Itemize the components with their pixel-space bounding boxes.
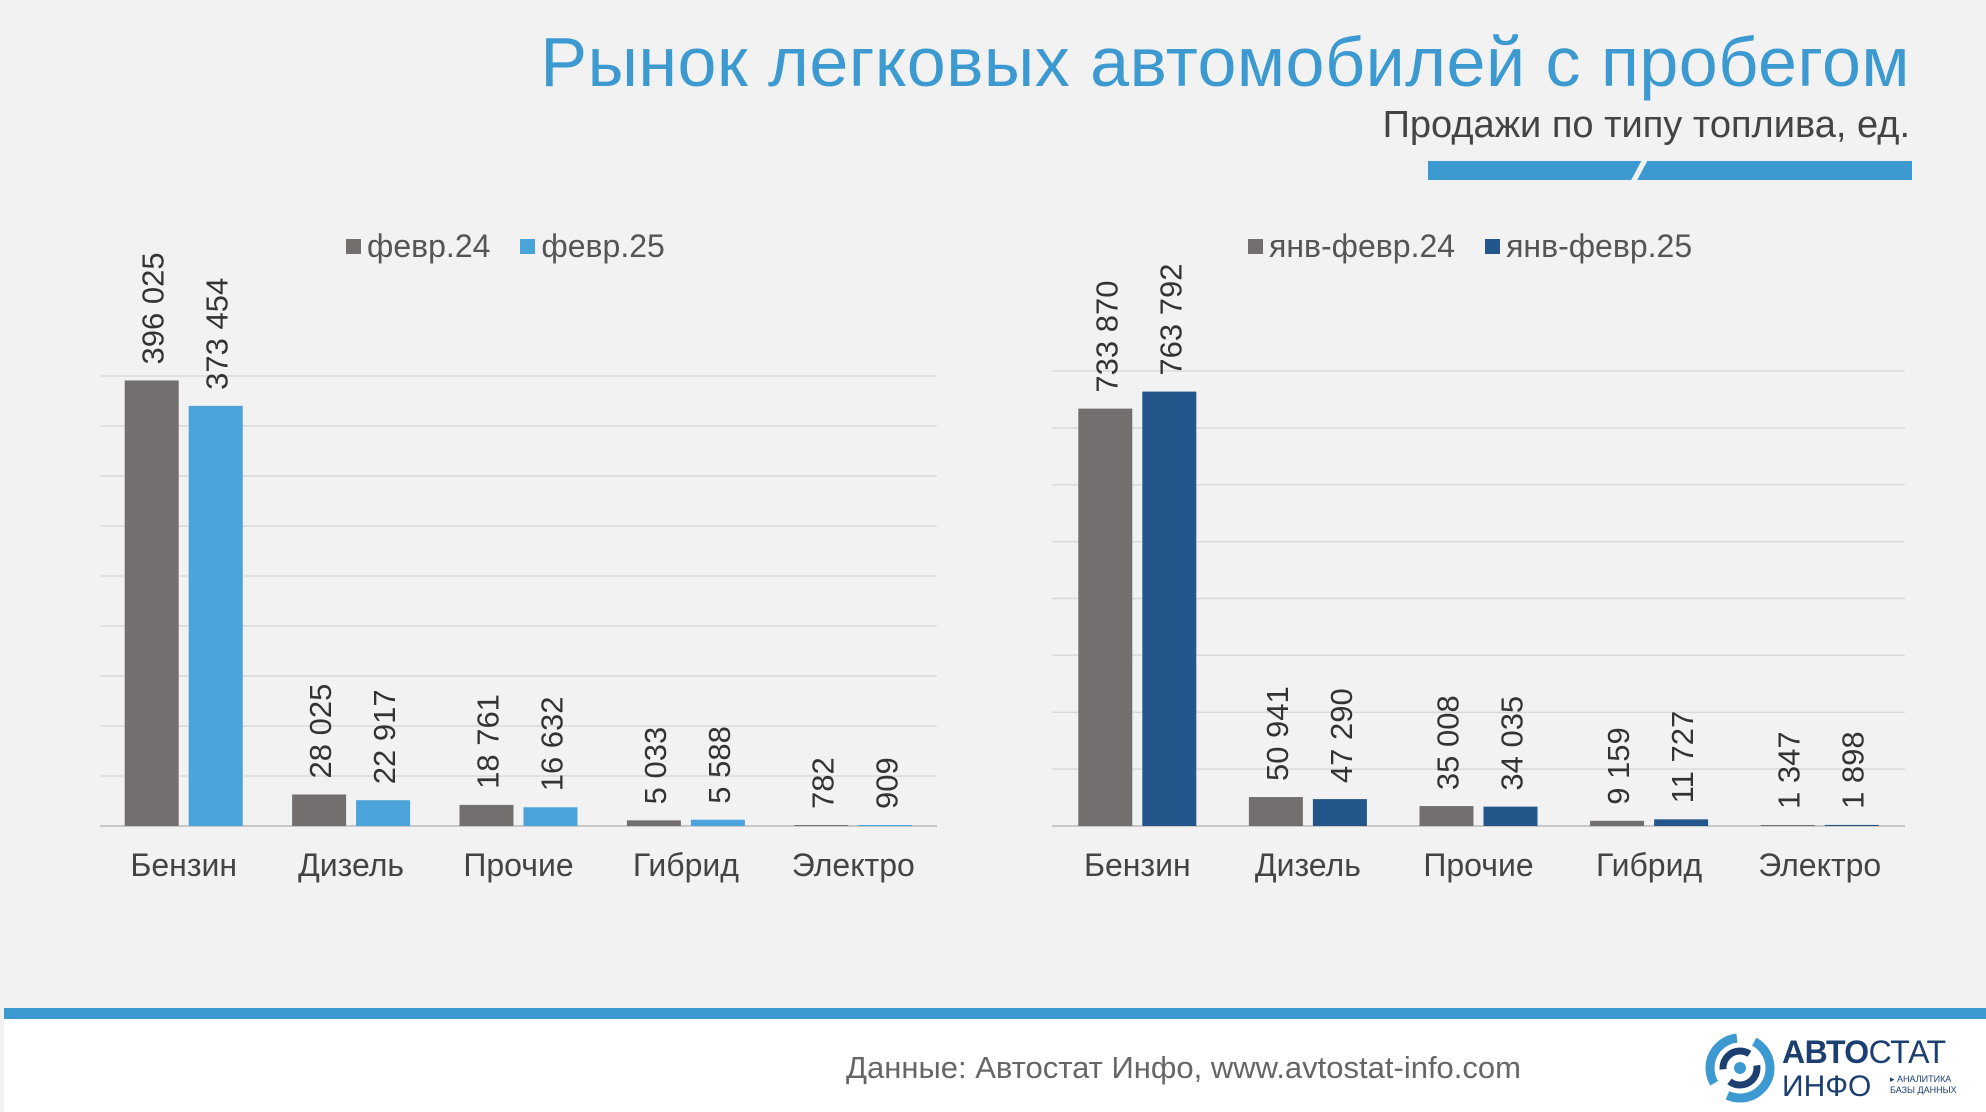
data-label: 1 347 — [1772, 731, 1807, 809]
data-label: 47 290 — [1324, 688, 1359, 783]
legend-label: февр.25 — [541, 228, 665, 264]
legend-label: февр.24 — [367, 228, 491, 264]
legend-item-janfeb24: янв-февр.24 — [1248, 228, 1455, 265]
page-title: Рынок легковых автомобилей с пробегом — [540, 23, 1910, 101]
bottom-accent-band — [4, 1008, 1986, 1019]
autostat-logo: АВТОСТАТ ИНФО ▸ АНАЛИТИКА БАЗЫ ДАННЫХ — [1702, 1030, 1982, 1106]
data-label: 5 588 — [702, 726, 737, 804]
data-label: 22 917 — [367, 689, 402, 784]
data-label: 5 033 — [638, 727, 673, 805]
bar-prev — [1590, 820, 1645, 826]
page-subtitle: Продажи по типу топлива, ед. — [1382, 104, 1910, 146]
logo-word-stat: СТАТ — [1868, 1034, 1946, 1070]
bar-curr — [690, 819, 745, 826]
legend-item-feb24: февр.24 — [346, 228, 490, 265]
x-tick-label: Прочие — [463, 847, 573, 883]
logo-tagline: ▸ АНАЛИТИКА БАЗЫ ДАННЫХ — [1890, 1074, 1957, 1096]
data-label: 18 761 — [471, 694, 506, 789]
data-label: 733 870 — [1089, 281, 1124, 393]
chart-monthly: 396 025 373 454 Бензин 28 025 22 917 Дизель 18… — [100, 252, 937, 883]
data-label: 50 941 — [1260, 686, 1295, 781]
legend-label: янв-февр.25 — [1506, 228, 1693, 264]
data-source-text: Данные: Автостат Инфо, www.avtostat-info… — [846, 1050, 1521, 1085]
legend-swatch-gray — [1248, 239, 1263, 254]
x-tick-label: Прочие — [1423, 847, 1533, 883]
bar-curr — [858, 824, 913, 826]
legend-swatch-light-blue — [520, 239, 536, 254]
legend-monthly: февр.24 февр.25 — [346, 228, 665, 265]
data-label: 34 035 — [1495, 696, 1530, 791]
bar-curr — [523, 807, 578, 826]
data-label: 16 632 — [535, 696, 570, 791]
x-tick-label: Бензин — [1084, 847, 1191, 883]
bar-curr — [356, 800, 411, 826]
footer — [4, 1019, 1986, 1112]
bar-prev — [794, 825, 849, 826]
logo-wordmark-top: АВТОСТАТ — [1782, 1034, 1946, 1071]
bar-prev — [1248, 797, 1303, 826]
data-label: 28 025 — [303, 684, 338, 779]
bar-curr — [1312, 799, 1367, 826]
data-label: 782 — [805, 757, 840, 809]
bar-prev — [124, 380, 179, 826]
x-tick-label: Дизель — [298, 847, 404, 883]
bar-prev — [1419, 806, 1474, 826]
logo-swirl-icon — [1705, 1033, 1775, 1103]
bar-prev — [292, 794, 347, 826]
data-label: 909 — [869, 757, 904, 809]
x-tick-label: Электро — [1758, 847, 1881, 883]
legend-swatch-gray — [346, 239, 361, 254]
data-label: 11 727 — [1665, 711, 1700, 804]
data-label: 396 025 — [136, 252, 171, 364]
legend-ytd: янв-февр.24 янв-февр.25 — [1248, 228, 1692, 265]
x-tick-label: Электро — [792, 847, 915, 883]
logo-wordmark-bottom: ИНФО — [1782, 1070, 1872, 1103]
bar-prev — [1078, 408, 1133, 826]
x-tick-label: Дизель — [1255, 847, 1361, 883]
title-accent-bar — [1428, 161, 1912, 180]
legend-swatch-dark-blue — [1485, 239, 1501, 254]
x-tick-label: Бензин — [130, 847, 237, 883]
data-label: 9 159 — [1601, 727, 1636, 805]
logo-word-avto: АВТО — [1782, 1034, 1869, 1070]
legend-label: янв-февр.24 — [1269, 228, 1456, 264]
bar-prev — [1760, 825, 1815, 826]
x-tick-label: Гибрид — [1596, 847, 1702, 883]
data-label: 35 008 — [1431, 695, 1466, 790]
chart-ytd: 733 870 763 792 Бензин 50 941 47 290 Дизель 35… — [1052, 264, 1905, 883]
legend-item-janfeb25: янв-февр.25 — [1485, 228, 1692, 265]
bar-prev — [459, 804, 514, 826]
data-label: 763 792 — [1153, 264, 1188, 376]
bar-curr — [188, 405, 243, 826]
bar-curr — [1483, 806, 1538, 826]
bar-curr — [1654, 819, 1709, 826]
logo-tagline-1: ▸ АНАЛИТИКА — [1890, 1074, 1952, 1084]
x-tick-label: Гибрид — [633, 847, 739, 883]
data-label: 373 454 — [200, 278, 235, 390]
bar-curr — [1142, 391, 1197, 826]
logo-tagline-2: БАЗЫ ДАННЫХ — [1890, 1085, 1957, 1095]
data-label: 1 898 — [1836, 731, 1871, 809]
bar-prev — [626, 820, 681, 826]
bar-curr — [1824, 824, 1879, 826]
legend-item-feb25: февр.25 — [520, 228, 665, 265]
